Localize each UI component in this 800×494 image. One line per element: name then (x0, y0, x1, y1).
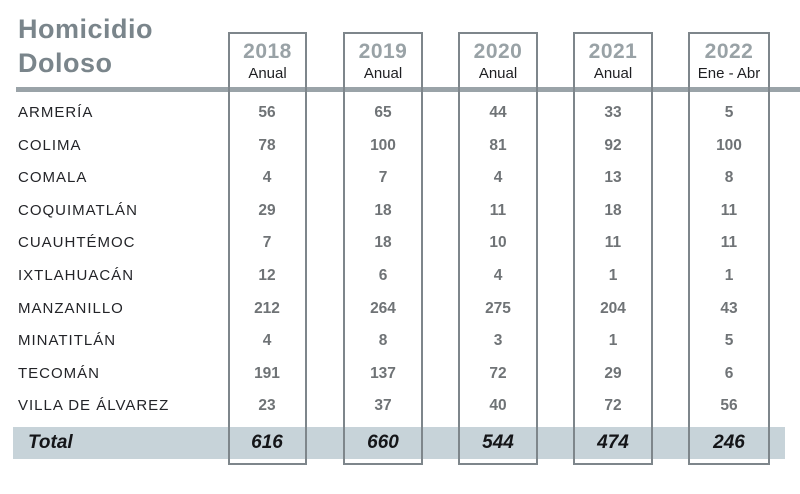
municipality-label: COLIMA (18, 136, 82, 154)
value-cell: 4 (493, 266, 503, 284)
table-row: IXTLAHUACÁN 12 6 4 1 1 (0, 260, 800, 293)
value-cell: 191 (254, 364, 280, 382)
year-column-box: 2018 Anual (228, 32, 307, 465)
total-row-band (13, 427, 785, 459)
total-value-cell: 246 (713, 432, 745, 453)
value-cell: 37 (374, 397, 392, 415)
municipality-label: CUAUHTÉMOC (18, 234, 136, 252)
value-cell: 100 (370, 136, 396, 154)
value-cell: 4 (262, 332, 272, 350)
value-cell: 56 (258, 104, 276, 121)
value-cell: 8 (378, 332, 388, 350)
year-label: 2020 (473, 40, 523, 63)
value-cell: 43 (720, 299, 738, 317)
value-cell: 13 (604, 169, 622, 187)
value-cell: 8 (724, 169, 734, 187)
value-cell: 44 (489, 104, 507, 121)
table-row: ARMERÍA 56 65 44 33 5 (0, 97, 800, 130)
value-cell: 7 (262, 234, 272, 252)
value-cell: 4 (493, 169, 503, 187)
table-row: COQUIMATLÁN 29 18 11 18 11 (0, 195, 800, 228)
value-cell: 6 (724, 364, 734, 382)
value-cell: 5 (724, 104, 734, 121)
value-cell: 81 (489, 136, 507, 154)
value-cell: 18 (604, 201, 622, 219)
municipality-label: COMALA (18, 169, 88, 187)
total-value-cell: 544 (482, 432, 514, 453)
total-label: Total (28, 432, 73, 453)
value-cell: 137 (370, 364, 396, 382)
table-row: COMALA 4 7 4 13 8 (0, 162, 800, 195)
value-cell: 7 (378, 169, 388, 187)
year-label: 2018 (243, 40, 292, 63)
table-row: COLIMA 78 100 81 92 100 (0, 130, 800, 163)
municipality-label: MANZANILLO (18, 299, 124, 317)
value-cell: 29 (604, 364, 622, 382)
value-cell: 3 (493, 332, 503, 350)
value-cell: 72 (604, 397, 622, 415)
period-label: Anual (593, 65, 633, 82)
year-label: 2022 (704, 40, 754, 63)
value-cell: 23 (258, 397, 276, 415)
value-cell: 212 (254, 299, 280, 317)
year-column-box: 2020 Anual (458, 32, 538, 465)
table-row: MINATITLÁN 4 8 3 1 5 (0, 325, 800, 358)
value-cell: 11 (720, 201, 738, 219)
value-cell: 6 (378, 266, 388, 284)
municipality-label: COQUIMATLÁN (18, 201, 138, 219)
value-cell: 65 (374, 104, 392, 121)
municipality-label: MINATITLÁN (18, 332, 117, 350)
value-cell: 18 (374, 234, 392, 252)
table-row: VILLA DE ÁLVAREZ 23 37 40 72 56 (0, 390, 800, 423)
municipality-label: TECOMÁN (18, 364, 100, 382)
year-column-box: 2021 Anual (573, 32, 653, 465)
value-cell: 33 (604, 104, 622, 121)
period-label: Anual (248, 65, 287, 82)
value-cell: 100 (716, 136, 742, 154)
value-cell: 78 (258, 136, 276, 154)
period-label: Anual (478, 65, 518, 82)
total-value-cell: 474 (597, 432, 629, 453)
total-value-cell: 616 (251, 432, 283, 453)
year-column-box: 2022 Ene - Abr (688, 32, 770, 465)
value-cell: 72 (489, 364, 507, 382)
value-cell: 1 (608, 266, 618, 284)
table-row: TECOMÁN 191 137 72 29 6 (0, 358, 800, 391)
table-row: MANZANILLO 212 264 275 204 43 (0, 293, 800, 326)
period-label: Anual (363, 65, 403, 82)
value-cell: 1 (724, 266, 734, 284)
table-row: CUAUHTÉMOC 7 18 10 11 11 (0, 227, 800, 260)
table-body: ARMERÍA 56 65 44 33 5 COLIMA 78 100 81 9… (0, 97, 800, 423)
period-label: Ene - Abr (697, 65, 761, 82)
total-value-cell: 660 (367, 432, 399, 453)
value-cell: 29 (258, 201, 276, 219)
value-cell: 12 (258, 266, 276, 284)
year-column-box: 2019 Anual (343, 32, 423, 465)
value-cell: 1 (608, 332, 618, 350)
header-divider-line (16, 87, 800, 92)
value-cell: 264 (370, 299, 396, 317)
total-row: Total 616 660 544 474 246 (0, 427, 800, 459)
value-cell: 18 (374, 201, 392, 219)
value-cell: 56 (720, 397, 738, 415)
value-cell: 11 (720, 234, 738, 252)
municipality-label: IXTLAHUACÁN (18, 266, 135, 284)
value-cell: 4 (262, 169, 272, 187)
value-cell: 204 (600, 299, 626, 317)
title-line1: Homicidio (18, 14, 154, 44)
value-cell: 275 (485, 299, 511, 317)
value-cell: 11 (604, 234, 622, 252)
year-label: 2019 (358, 40, 408, 63)
value-cell: 40 (489, 397, 507, 415)
municipality-label: VILLA DE ÁLVAREZ (18, 397, 170, 415)
value-cell: 10 (489, 234, 507, 252)
page-title: Homicidio Doloso (18, 12, 153, 80)
value-cell: 5 (724, 332, 734, 350)
value-cell: 11 (489, 201, 507, 219)
value-cell: 92 (604, 136, 622, 154)
year-label: 2021 (588, 40, 638, 63)
municipality-label: ARMERÍA (18, 104, 94, 121)
title-line2: Doloso (18, 48, 113, 78)
